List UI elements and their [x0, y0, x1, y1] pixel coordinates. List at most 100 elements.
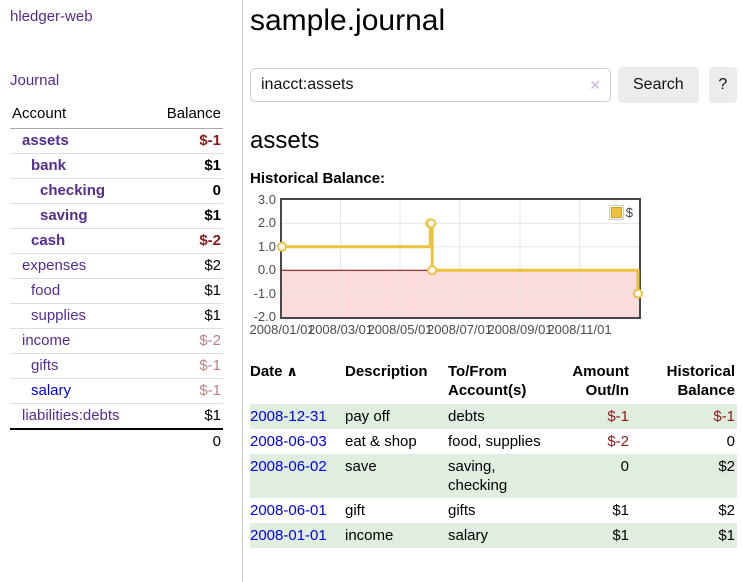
register-header-account: To/From Account(s) [448, 363, 527, 399]
clear-search-icon[interactable]: ✕ [589, 77, 601, 93]
y-axis-tick-label: 0.0 [257, 262, 276, 278]
account-balance: $-2 [149, 228, 223, 254]
register-table: Date ∧ Description To/From Account(s) Amo… [250, 359, 737, 548]
account-row-saving: saving $1 [10, 203, 223, 229]
transaction-date-link[interactable]: 2008-12-31 [250, 408, 327, 425]
account-row-food: food $1 [10, 278, 223, 304]
legend-label: $ [625, 205, 633, 220]
register-header-description: Description [345, 363, 428, 380]
account-row-supplies: supplies $1 [10, 303, 223, 329]
account-link[interactable]: bank [31, 157, 67, 174]
data-point-marker[interactable] [277, 241, 287, 252]
transaction-balance: 0 [726, 433, 735, 450]
register-header-amount: Amount Out/In [572, 363, 629, 399]
transaction-amount: $1 [612, 502, 629, 519]
account-balance: $2 [149, 253, 223, 279]
x-axis-tick-label: 2008/01/01 [249, 322, 315, 337]
sidebar: hledger-web Journal Account Balance asse… [0, 0, 243, 582]
app-title-link[interactable]: hledger-web [10, 8, 93, 25]
account-row-income: income $-2 [10, 328, 223, 354]
account-row-bank: bank $1 [10, 153, 223, 179]
account-row-checking: checking 0 [10, 178, 223, 204]
legend-swatch-box [608, 205, 624, 220]
y-axis-tick-label: -1.0 [253, 285, 276, 301]
account-link[interactable]: cash [31, 232, 66, 249]
search-input[interactable] [250, 68, 611, 102]
search-button[interactable]: Search [618, 67, 699, 103]
transaction-amount: $-1 [607, 408, 629, 425]
register-header-date[interactable]: Date ∧ [250, 363, 298, 380]
register-row: 2008-12-31 pay off debts $-1 $-1 [250, 404, 737, 429]
y-axis-tick-label: 3.0 [257, 192, 276, 207]
account-link[interactable]: supplies [31, 307, 87, 324]
transaction-amount: 0 [620, 458, 629, 475]
data-point-marker[interactable] [633, 288, 643, 299]
transaction-accounts: gifts [448, 502, 476, 519]
account-balance: $1 [149, 278, 223, 304]
account-link[interactable]: assets [22, 132, 69, 149]
register-header-row: Date ∧ Description To/From Account(s) Amo… [250, 359, 737, 404]
transaction-description: save [345, 458, 377, 475]
account-balance: $-1 [149, 378, 223, 404]
account-link[interactable]: food [31, 282, 61, 299]
account-link[interactable]: income [22, 332, 71, 349]
account-link[interactable]: salary [31, 382, 72, 399]
accounts-header-balance: Balance [149, 103, 223, 129]
chart-legend: $ [607, 204, 634, 221]
account-link[interactable]: checking [40, 182, 106, 199]
transaction-accounts: debts [448, 408, 485, 425]
transaction-description: income [345, 527, 394, 544]
chart-plot-area[interactable]: $ [277, 198, 643, 319]
transaction-balance: $2 [718, 502, 735, 519]
account-row-liabilities-debts: liabilities:debts $1 [10, 403, 223, 430]
y-axis: 3.0 2.0 1.0 0.0 -1.0 -2.0 [250, 192, 276, 324]
main-content: sample.journal ✕ Search ? assets Histori… [249, 0, 737, 548]
historical-balance-chart: 3.0 2.0 1.0 0.0 -1.0 -2.0 $ 2008/01/01 2008/03… [249, 192, 737, 339]
transaction-date-link[interactable]: 2008-01-01 [250, 527, 327, 544]
transaction-balance: $1 [718, 527, 735, 544]
x-axis-tick-label: 2008/07/01 [426, 322, 493, 337]
accounts-header-row: Account Balance [10, 103, 223, 129]
app-title: hledger-web [10, 8, 232, 26]
account-link[interactable]: saving [40, 207, 88, 224]
data-point-marker[interactable] [427, 265, 438, 276]
account-balance: $1 [149, 403, 223, 430]
page-title: sample.journal [250, 4, 446, 37]
x-axis-tick-label: 2008/05/01 [367, 322, 433, 337]
transaction-date-link[interactable]: 2008-06-02 [250, 458, 327, 475]
y-axis-tick-label: 1.0 [257, 238, 276, 254]
account-balance: $-1 [149, 353, 223, 379]
accounts-header-account: Account [10, 103, 150, 129]
y-axis-tick-label: -2.0 [253, 309, 276, 324]
chart-title: Historical Balance: [250, 170, 386, 187]
transaction-accounts: saving, checking [448, 458, 508, 494]
nav-journal-link[interactable]: Journal [10, 72, 60, 89]
register-header-balance: Historical Balance [666, 363, 735, 399]
account-row-salary: salary $-1 [10, 378, 223, 404]
account-link[interactable]: gifts [31, 357, 59, 374]
transaction-date-link[interactable]: 2008-06-03 [250, 433, 327, 450]
account-link[interactable]: expenses [22, 257, 87, 274]
account-row-gifts: gifts $-1 [10, 353, 223, 379]
x-axis: 2008/01/01 2008/03/01 2008/05/01 2008/07/01… [249, 322, 639, 338]
register-row: 2008-01-01 income salary $1 $1 [250, 523, 737, 548]
account-heading: assets [250, 127, 320, 154]
search-form: ✕ Search ? [250, 67, 737, 103]
data-point-marker[interactable] [426, 218, 437, 229]
transaction-date-link[interactable]: 2008-06-01 [250, 502, 327, 519]
accounts-table: Account Balance assets $-1 bank $1 check… [10, 103, 223, 454]
transaction-description: pay off [345, 408, 390, 425]
transaction-description: eat & shop [345, 433, 417, 450]
x-axis-tick-label: 2008/09/01 [487, 322, 553, 337]
account-link[interactable]: liabilities:debts [22, 407, 120, 424]
sort-asc-icon: ∧ [286, 363, 298, 379]
register-row: 2008-06-03 eat & shop food, supplies $-2… [250, 429, 737, 454]
account-balance: $-2 [149, 328, 223, 354]
transaction-amount: $-2 [607, 433, 629, 450]
account-row-assets: assets $-1 [10, 128, 223, 154]
legend-swatch [610, 207, 622, 218]
help-button[interactable]: ? [708, 67, 737, 103]
transaction-description: gift [345, 502, 366, 519]
register-row: 2008-06-02 save saving, checking 0 $2 [250, 454, 737, 498]
